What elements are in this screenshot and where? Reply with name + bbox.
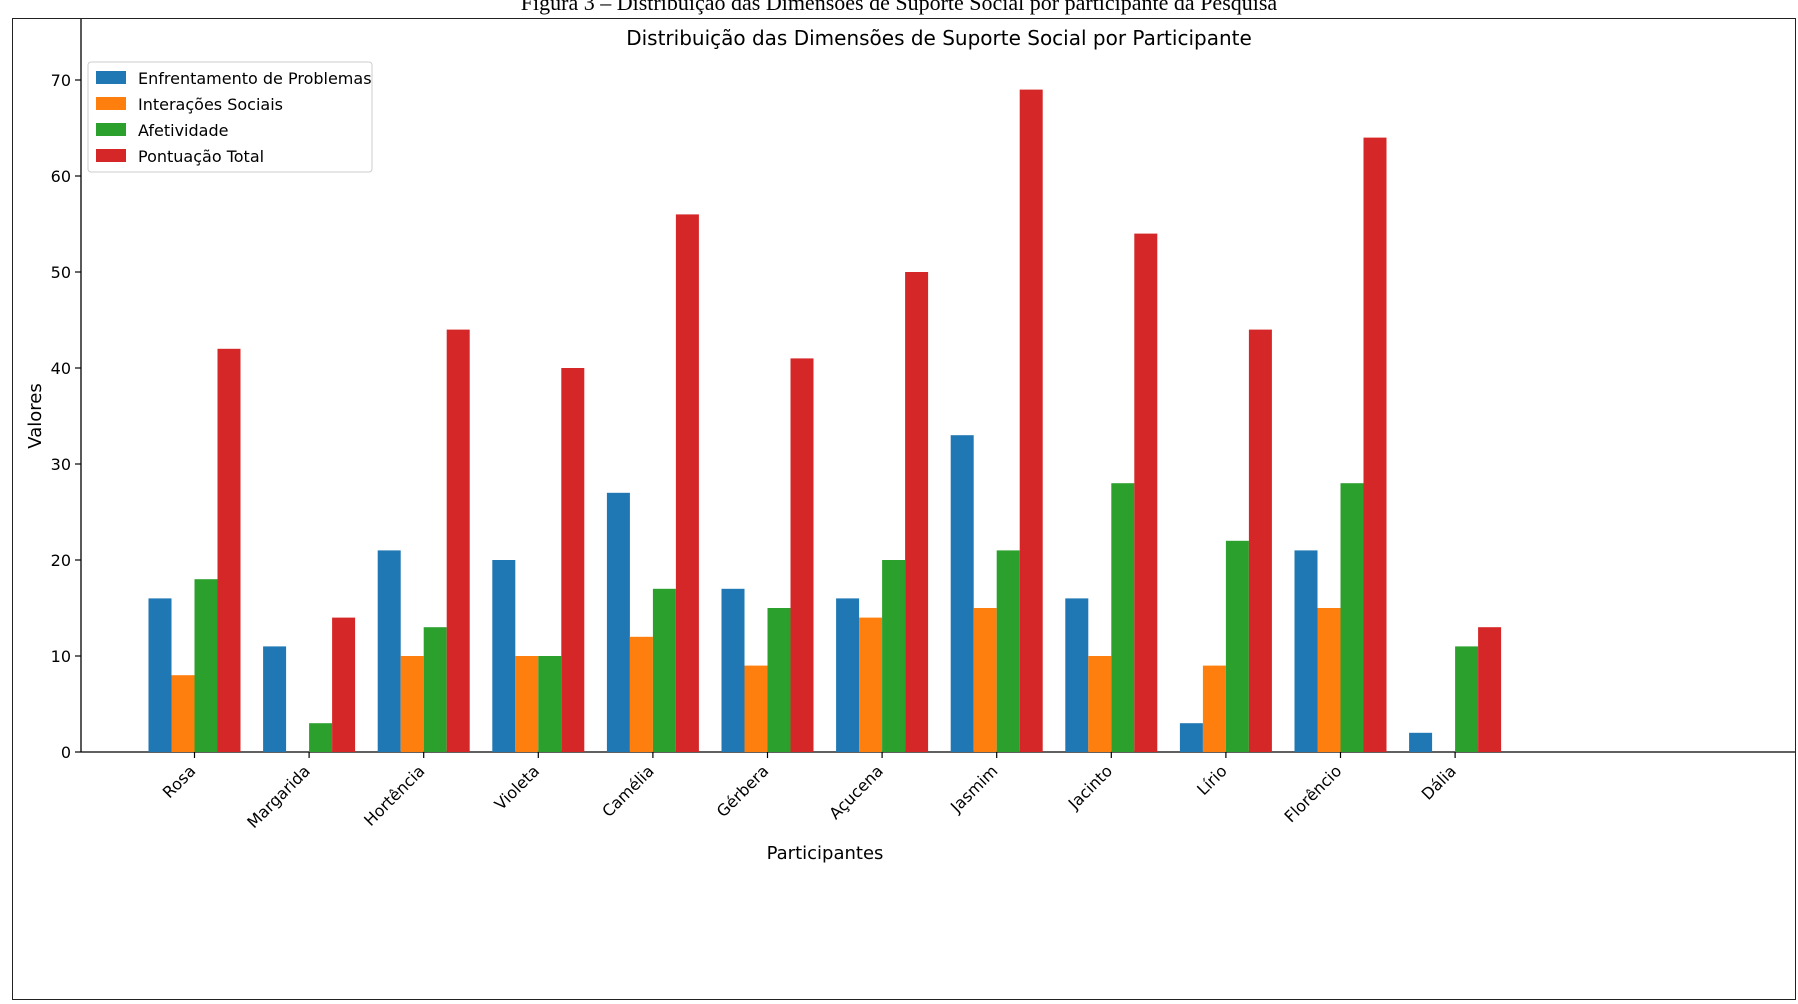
legend-swatch (96, 149, 126, 162)
bar (1202, 665, 1226, 752)
bar (973, 608, 997, 752)
bar (217, 348, 241, 752)
legend-label: Enfrentamento de Problemas (138, 69, 372, 88)
x-axis-ticks: Rosa Margarida Hortência Violeta Camélia Gérb… (159, 752, 1460, 832)
bar (1363, 137, 1387, 753)
y-tick-label: 0 (61, 743, 71, 762)
bar (423, 627, 447, 752)
bar (1019, 89, 1043, 753)
y-axis-label: Valores (25, 383, 46, 448)
x-tick-label: Lírio (1193, 761, 1231, 799)
x-tick-label: Açucena (825, 761, 887, 823)
x-tick-label: Violeta (491, 761, 543, 813)
x-tick-label: Gérbera (713, 761, 773, 821)
bar (767, 608, 791, 752)
bar (652, 588, 676, 752)
legend-swatch (96, 71, 126, 84)
bar (194, 579, 218, 752)
legend: Enfrentamento de Problemas Interações Soc… (87, 61, 373, 173)
y-tick-label: 50 (51, 263, 71, 282)
y-tick-label: 60 (51, 167, 71, 186)
y-tick-label: 40 (51, 359, 71, 378)
bar (721, 588, 745, 752)
y-axis-ticks: 0 10 20 30 40 50 60 70 (51, 71, 81, 762)
bar (263, 646, 287, 752)
bars (148, 89, 1502, 753)
x-tick-label: Margarida (243, 761, 314, 832)
y-tick-label: 70 (51, 71, 71, 90)
chart-frame: Distribuição das Dimensões de Suporte So… (12, 18, 1796, 1000)
bar (1179, 723, 1203, 752)
bar (332, 617, 356, 752)
bar (309, 723, 333, 752)
bar (515, 656, 539, 752)
bar (790, 358, 814, 752)
bar (1317, 608, 1341, 752)
bar (171, 675, 195, 752)
bar (1294, 550, 1318, 752)
x-tick-label: Jasmim (946, 761, 1001, 816)
bar (1088, 656, 1112, 752)
x-tick-label: Jacinto (1064, 761, 1116, 813)
figure-caption: Figura 3 – Distribuição das Dimensões de… (520, 0, 1278, 15)
bar (882, 560, 906, 752)
legend-swatch (96, 123, 126, 136)
legend-swatch (96, 97, 126, 110)
bar (1134, 233, 1158, 753)
y-tick-label: 30 (51, 455, 71, 474)
bar (1248, 329, 1272, 752)
bar (836, 598, 860, 752)
chart-title: Distribuição das Dimensões de Suporte So… (626, 26, 1252, 50)
bar (744, 665, 768, 752)
bar (629, 636, 653, 752)
x-tick-label: Camélia (598, 761, 657, 820)
bar (561, 368, 585, 752)
bar-chart: Distribuição das Dimensões de Suporte So… (25, 19, 1795, 864)
bar (1409, 732, 1433, 752)
bar (675, 214, 699, 752)
x-tick-label: Hortência (360, 761, 428, 829)
bar (1455, 646, 1479, 752)
bar (538, 656, 562, 752)
x-tick-label: Dália (1418, 761, 1460, 803)
legend-label: Interações Sociais (138, 95, 283, 114)
axes (80, 19, 1795, 753)
bar (148, 598, 172, 752)
x-tick-label: Florêncio (1280, 761, 1345, 826)
bar (446, 329, 470, 752)
bar (492, 560, 516, 752)
bar (1478, 627, 1502, 752)
bar (400, 656, 424, 752)
bar (377, 550, 401, 752)
bar (950, 435, 974, 752)
y-tick-label: 10 (51, 647, 71, 666)
x-tick-label: Rosa (159, 761, 200, 802)
bar (606, 492, 630, 752)
legend-label: Afetividade (138, 121, 228, 140)
x-axis-label: Participantes (767, 843, 884, 864)
bar (996, 550, 1020, 752)
legend-label: Pontuação Total (138, 147, 264, 166)
legend-box (87, 61, 373, 173)
bar (905, 272, 929, 752)
y-tick-label: 20 (51, 551, 71, 570)
bar (1111, 483, 1135, 752)
bar (1065, 598, 1089, 752)
bar (1340, 483, 1364, 752)
bar (859, 617, 883, 752)
bar (1225, 540, 1249, 752)
